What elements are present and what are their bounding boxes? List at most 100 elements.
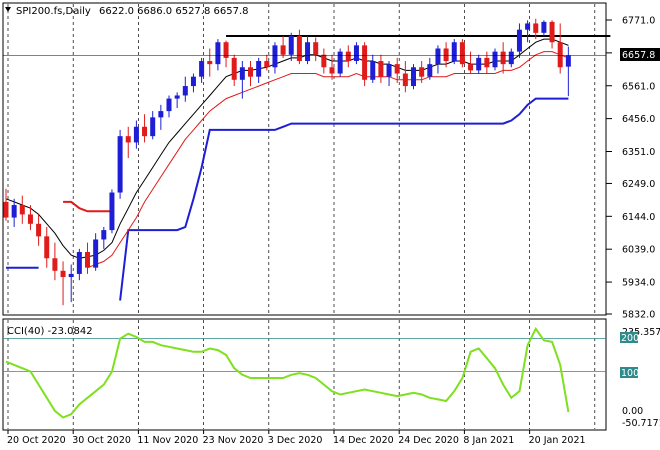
candle-down <box>60 270 66 278</box>
candle-up <box>353 45 359 62</box>
price-tick-label: 5934.0 <box>622 278 655 289</box>
ohlc-readout: 6622.0 6686.0 6527.8 6657.8 <box>99 6 249 17</box>
candle-down <box>500 51 506 65</box>
candle-down <box>394 64 400 74</box>
price-panel-frame <box>2 2 607 316</box>
price-tick-label: 6561.0 <box>622 81 655 92</box>
candle-up <box>199 61 205 77</box>
candle-up <box>272 45 278 68</box>
cci-level-200-label: 200 <box>621 333 639 344</box>
candle-down <box>223 42 229 58</box>
candle-up <box>288 35 294 55</box>
candle-up <box>435 48 441 65</box>
candle-up <box>451 42 457 62</box>
price-series <box>3 18 611 306</box>
candle-up <box>190 76 196 87</box>
candle-down <box>378 61 384 77</box>
x-tick-label: 20 Jan 2021 <box>529 435 586 446</box>
trailing-stop-up-line <box>6 97 569 301</box>
candle-down <box>36 223 42 237</box>
candle-up <box>101 230 107 240</box>
candle-up <box>76 252 82 274</box>
candle-down <box>459 42 465 65</box>
candle-down <box>443 48 449 62</box>
current-price-badge <box>620 48 660 61</box>
current-price-label: 6657.8 <box>622 50 655 61</box>
candle-down <box>27 214 33 224</box>
candle-down <box>402 73 408 87</box>
candle-down <box>313 42 319 55</box>
candle-down <box>533 23 539 33</box>
price-tick-label: 6456.0 <box>622 114 655 125</box>
candle-up <box>109 192 115 231</box>
candle-down <box>207 61 213 65</box>
fast-ema-line <box>5 38 569 259</box>
price-tick-label: 6351.0 <box>622 147 655 158</box>
candle-up <box>239 67 245 80</box>
candle-down <box>19 205 25 215</box>
x-tick-label: 8 Jan 2021 <box>463 435 514 446</box>
candle-up <box>476 57 482 71</box>
cci-axis-bottom: -50.7171 <box>622 418 660 429</box>
candle-down <box>296 35 302 62</box>
x-tick-label: 23 Nov 2020 <box>203 435 264 446</box>
price-tick-label: 6771.0 <box>622 16 655 27</box>
price-tick-label: 5832.0 <box>622 310 655 321</box>
cci-axis-zero: 0.00 <box>622 406 643 417</box>
candle-up <box>182 86 188 96</box>
candle-down <box>549 21 555 43</box>
symbol-title: SPI200.fs,Daily <box>16 6 91 17</box>
candle-up <box>174 95 180 99</box>
candle-up <box>411 67 416 87</box>
candle-down <box>231 57 237 80</box>
collapse-triangle-icon[interactable] <box>5 7 11 12</box>
price-tick-label: 6144.0 <box>622 212 655 223</box>
candle-up <box>386 64 392 77</box>
slow-ema-line <box>87 51 569 269</box>
x-tick-label: 30 Oct 2020 <box>72 435 131 446</box>
candle-up <box>215 42 221 65</box>
candle-down <box>484 57 490 68</box>
candle-up <box>516 29 522 52</box>
cci-title: CCI(40) -23.0842 <box>7 326 93 337</box>
cci-axis-top: 235.3573 <box>622 327 660 338</box>
candle-up <box>150 117 156 137</box>
candle-up <box>305 42 311 62</box>
cci-level-100-label: 100 <box>621 368 639 379</box>
candle-up <box>525 23 531 30</box>
price-tick-label: 6039.0 <box>622 245 655 256</box>
cci-panel-frame <box>2 318 607 431</box>
candle-down <box>557 42 563 68</box>
candle-up <box>11 205 17 218</box>
candle-up <box>68 273 74 278</box>
cci-line <box>5 326 570 419</box>
candle-up <box>565 55 571 67</box>
candle-up <box>370 61 376 80</box>
candle-down <box>85 252 90 268</box>
candle-down <box>3 201 9 218</box>
x-tick-label: 24 Dec 2020 <box>398 435 459 446</box>
candle-down <box>142 126 148 137</box>
candle-up <box>93 239 99 268</box>
candle-down <box>264 61 270 68</box>
time-axis: 20 Oct 2020 30 Oct 2020 11 Nov 2020 23 Nov … <box>7 430 586 446</box>
candle-up <box>256 61 262 77</box>
candle-down <box>321 54 327 68</box>
x-tick-label: 14 Dec 2020 <box>333 435 394 446</box>
candle-down <box>52 258 58 271</box>
candle-up <box>508 51 514 65</box>
candle-down <box>329 67 335 74</box>
candle-up <box>427 64 433 77</box>
candle-down <box>419 67 425 77</box>
cci-200-badge <box>620 332 638 343</box>
candle-up <box>158 111 164 118</box>
trailing-stop-down-line <box>63 200 112 213</box>
candle-up <box>337 51 343 74</box>
x-tick-label: 3 Dec 2020 <box>268 435 323 446</box>
candle-up <box>492 51 498 68</box>
candle-down <box>125 136 131 143</box>
candle-down <box>362 45 368 80</box>
x-tick-label: 20 Oct 2020 <box>7 435 66 446</box>
x-tick-label: 11 Nov 2020 <box>137 435 198 446</box>
